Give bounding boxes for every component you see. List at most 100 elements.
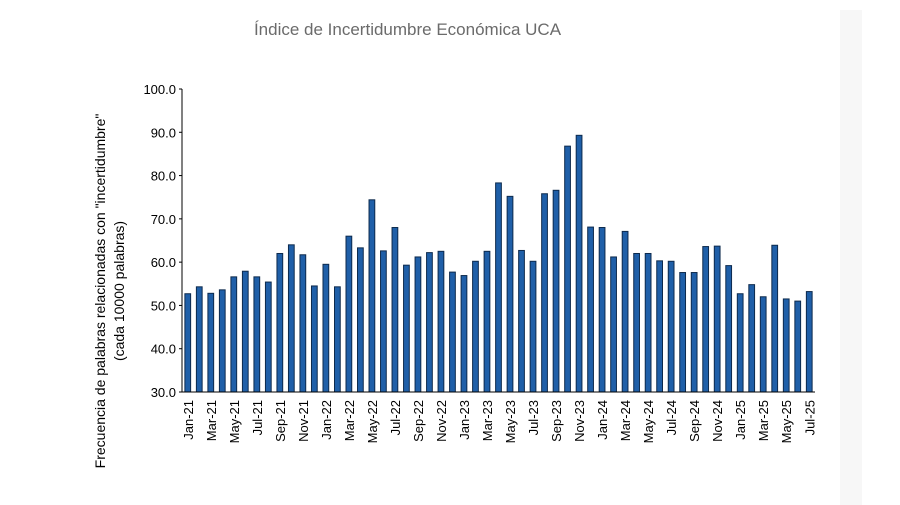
bar-jan-21 [184,293,192,393]
x-tick-label: Mar-21 [204,400,219,441]
bar-aug-23 [541,193,548,393]
bar-jul-25 [805,291,813,393]
bar-sep-23 [552,189,560,393]
x-tick-label: Mar-25 [756,400,771,441]
x-tick-label: Jan-24 [595,400,610,440]
x-tick-label: Jan-21 [181,400,196,440]
x-tick-label: Sep-23 [549,400,564,442]
x-tick-label: May-21 [227,400,242,443]
y-axis-title: Frecuencia de palabras relacionadas con … [92,114,127,469]
y-tick-label: 50.0 [151,298,176,313]
y-axis-title-line2: (cada 10000 palabras) [111,221,127,361]
bar-feb-22 [334,286,341,393]
bar-apr-23 [495,182,502,393]
bar-dec-23 [587,226,594,393]
bar-dec-24 [725,265,733,393]
bar-jul-21 [253,276,261,393]
x-tick-label: Jul-21 [250,400,265,435]
bar-oct-24 [702,246,710,393]
x-tick-label: Jul-22 [388,400,403,435]
x-tick-label: Sep-21 [273,400,288,442]
bar-jun-21 [241,270,249,393]
bar-oct-23 [564,145,571,393]
bar-jun-24 [656,260,663,393]
bar-aug-21 [264,281,272,393]
x-tick-label: Nov-22 [434,400,449,442]
bar-mar-23 [483,250,491,393]
bar-oct-22 [426,252,433,393]
bar-dec-22 [449,271,456,393]
bar-aug-24 [679,272,687,393]
y-tick-label: 30.0 [151,385,176,400]
bar-may-23 [506,195,514,393]
bar-jun-23 [518,249,525,393]
y-tick-label: 90.0 [151,125,176,140]
y-tick-label: 80.0 [151,169,176,184]
chart-title: Índice de Incertidumbre Económica UCA [253,20,562,39]
x-tick-label: Sep-24 [687,400,702,442]
bar-may-22 [368,199,376,393]
bar-mar-22 [345,235,353,393]
x-axis-ticks: Jan-21 Mar-21 May-21 Jul-21 Sep-21 Nov-21 Jan-… [181,400,818,443]
x-tick-label: Jan-25 [733,400,748,440]
x-tick-label: Mar-22 [342,400,357,441]
bar-apr-25 [771,244,779,393]
x-tick-label: Nov-21 [296,400,311,442]
y-tick-label: 70.0 [151,212,176,227]
bar-nov-22 [437,250,445,393]
bar-feb-23 [472,260,479,393]
bar-mar-21 [207,292,215,393]
bar-feb-25 [748,284,756,393]
x-tick-label: May-23 [503,400,518,443]
x-tick-label: May-22 [365,400,380,443]
x-tick-label: Nov-24 [710,400,725,442]
bar-jul-23 [529,260,537,393]
bar-jan-25 [736,293,744,393]
bar-feb-21 [195,286,203,393]
bar-dec-21 [310,285,318,393]
bar-feb-24 [610,256,617,393]
x-tick-label: May-25 [779,400,794,443]
bar-may-25 [782,298,790,393]
bar-may-24 [644,252,652,393]
x-tick-label: Nov-23 [572,400,587,442]
bar-mar-25 [759,296,767,393]
bar-oct-21 [287,244,295,393]
bar-nov-21 [299,254,307,393]
y-tick-label: 60.0 [151,255,176,270]
side-panel [840,10,862,505]
x-tick-label: Jul-23 [526,400,541,435]
bar-nov-24 [713,245,721,393]
x-tick-label: Jan-23 [457,400,472,440]
x-tick-label: May-24 [641,400,656,443]
x-tick-label: Jul-25 [802,400,817,435]
bar-jun-25 [794,300,802,393]
y-tick-label: 100.0 [143,82,176,97]
bar-sep-24 [690,272,698,393]
bar-may-21 [230,276,238,393]
bar-jan-22 [322,263,330,393]
x-tick-label: Mar-23 [480,400,495,441]
x-tick-label: Jan-22 [319,400,334,440]
bar-nov-23 [575,134,583,393]
bar-aug-22 [403,264,410,393]
y-axis-title-line1: Frecuencia de palabras relacionadas con … [92,114,108,469]
y-axis-ticks: 30.0 40.0 50.0 60.0 70.0 80.0 90.0 100.0 [143,82,182,400]
bars [184,134,813,393]
bar-apr-24 [633,252,640,393]
bar-jan-23 [460,275,468,393]
x-tick-label: Sep-22 [411,400,426,442]
y-tick-label: 40.0 [151,342,176,357]
bar-jul-22 [391,227,399,393]
x-tick-label: Mar-24 [618,400,633,441]
bar-jan-24 [598,227,606,393]
bar-mar-24 [621,230,629,393]
bar-sep-22 [414,256,422,393]
bar-jun-22 [380,250,387,393]
bar-apr-22 [357,247,364,393]
bar-sep-21 [276,252,284,393]
bar-jul-24 [667,260,675,393]
bar-apr-21 [218,289,226,393]
x-tick-label: Jul-24 [664,400,679,435]
